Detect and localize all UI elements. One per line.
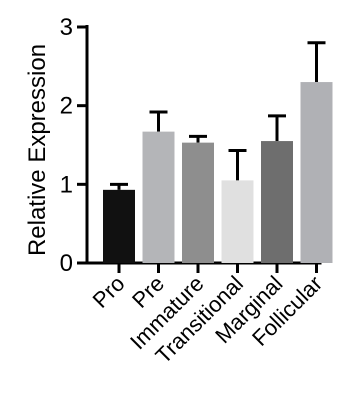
category-label-pro: Pro: [88, 271, 130, 313]
tick-labels: 0 1 2 3: [60, 14, 73, 277]
x-axis: [85, 261, 322, 273]
bar-immature: [182, 142, 214, 263]
bar-pro: [103, 189, 135, 263]
y-axis: [77, 25, 89, 265]
bar-transitional: [221, 180, 254, 263]
bar-follicular: [300, 82, 333, 263]
bar-marginal: [261, 141, 293, 263]
y-tick-label: 2: [60, 93, 73, 120]
y-axis-title: Relative Expression: [24, 44, 51, 256]
error-bars: [110, 41, 326, 190]
y-tick-label: 0: [60, 250, 73, 277]
bar-pre: [142, 131, 175, 263]
y-tick-label: 1: [60, 171, 73, 198]
bars: [103, 82, 333, 263]
y-tick-label: 3: [60, 14, 73, 41]
category-labels: ProPreImmatureTransitionalMarginalFollic…: [88, 271, 327, 369]
